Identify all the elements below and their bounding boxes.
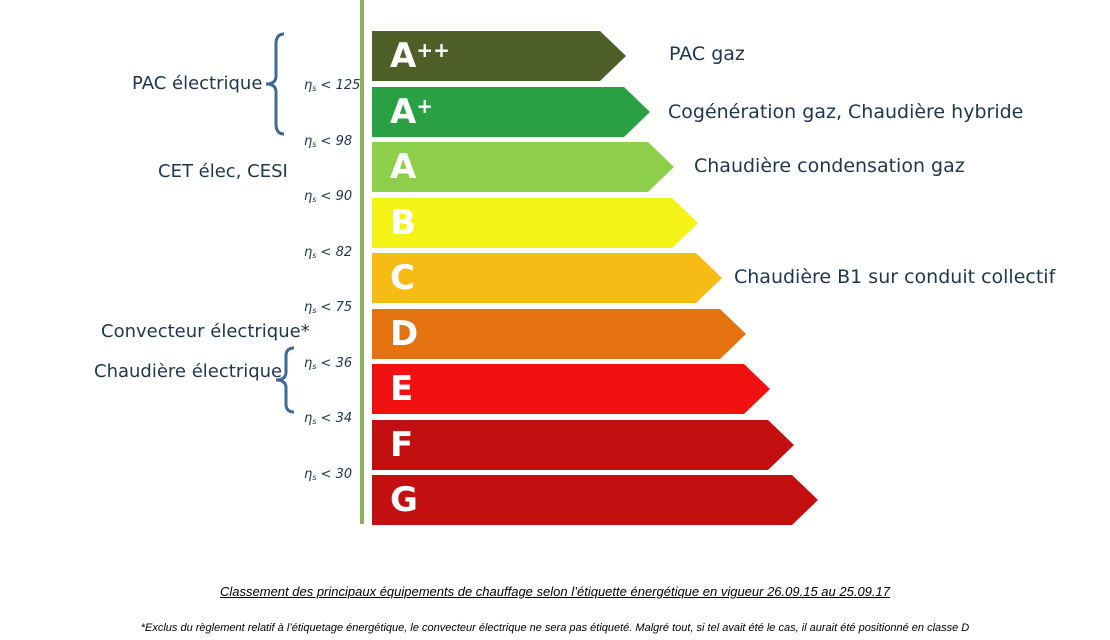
energy-class-equipment-label: Chaudière B1 sur conduit collectif bbox=[734, 266, 1056, 288]
energy-class-bar: A bbox=[372, 142, 674, 192]
energy-class-bar: E bbox=[372, 364, 770, 414]
energy-class-letter: G bbox=[390, 480, 418, 520]
efficiency-threshold: ηs < 34 bbox=[304, 411, 353, 426]
energy-class-letter: F bbox=[390, 424, 414, 465]
brace-chaudiere-electrique bbox=[275, 346, 295, 414]
energy-class-letter: D bbox=[390, 313, 419, 354]
efficiency-threshold: ηs < 90 bbox=[304, 189, 353, 204]
energy-class-letter: B bbox=[390, 202, 416, 243]
label-chaudiere-electrique: Chaudière électrique bbox=[94, 361, 283, 382]
energy-class-equipment-label: Chaudière condensation gaz bbox=[694, 155, 965, 177]
footnote: *Exclus du règlement relatif à l’étiquet… bbox=[140, 622, 970, 634]
energy-class-bar: D bbox=[372, 308, 746, 359]
efficiency-threshold: ηs < 98 bbox=[304, 133, 353, 149]
energy-class-letter: E bbox=[390, 369, 414, 409]
energy-class-bar: A+ bbox=[372, 86, 650, 137]
efficiency-threshold: ηs < 36 bbox=[304, 355, 353, 371]
brace-pac-electrique bbox=[265, 32, 285, 136]
energy-scale-axis bbox=[360, 0, 364, 524]
energy-class-bar: B bbox=[372, 197, 698, 248]
energy-class-letter: A bbox=[390, 147, 417, 187]
efficiency-threshold: ηs < 125 bbox=[304, 78, 361, 93]
energy-class-bar: A++ bbox=[372, 31, 626, 81]
figure-caption: Classement des principaux équipements de… bbox=[220, 584, 890, 599]
label-pac-electrique: PAC électrique bbox=[132, 73, 263, 94]
energy-class-bar: F bbox=[372, 419, 794, 470]
energy-class-equipment-label: PAC gaz bbox=[669, 43, 745, 65]
energy-class-letter: A++ bbox=[390, 36, 450, 76]
energy-class-equipment-label: Cogénération gaz, Chaudière hybride bbox=[668, 101, 1024, 123]
label-cet-elec-cesi: CET élec, CESI bbox=[158, 161, 288, 182]
efficiency-threshold: ηs < 82 bbox=[304, 244, 353, 260]
energy-class-letter: C bbox=[390, 258, 415, 298]
energy-class-bar: C bbox=[372, 253, 722, 303]
energy-class-letter: A+ bbox=[390, 91, 434, 132]
efficiency-threshold: ηs < 75 bbox=[304, 300, 353, 315]
energy-class-bar: G bbox=[372, 475, 818, 525]
efficiency-threshold: ηs < 30 bbox=[304, 466, 353, 482]
label-convecteur-electrique: Convecteur électrique* bbox=[101, 321, 310, 342]
